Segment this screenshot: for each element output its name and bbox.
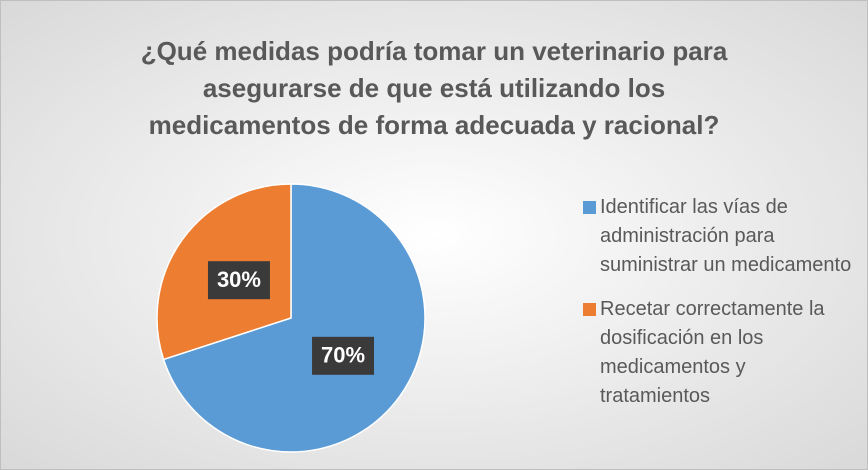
data-label-box bbox=[312, 336, 375, 375]
data-label-box bbox=[207, 261, 270, 300]
chart-title: asegurarse de que está utilizando los bbox=[203, 73, 665, 103]
pie-slice bbox=[162, 183, 426, 453]
legend-swatch bbox=[583, 201, 596, 214]
data-label: 70% bbox=[321, 343, 365, 368]
chart-title: medicamentos de forma adecuada y raciona… bbox=[149, 110, 720, 140]
chart-title: ¿Qué medidas podría tomar un veterinario… bbox=[141, 36, 728, 66]
legend-swatch bbox=[583, 303, 596, 316]
data-label: 30% bbox=[217, 267, 261, 292]
legend-label: Identificar las vías de administración p… bbox=[600, 196, 851, 276]
legend-label: Recetar correctamente la dosificación en… bbox=[600, 298, 830, 407]
